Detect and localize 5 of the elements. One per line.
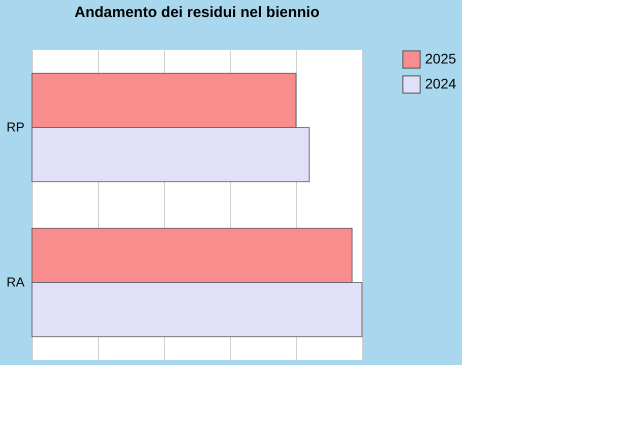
y-tick-label: RA [6, 274, 25, 290]
legend-label: 2024 [425, 76, 456, 92]
legend-label: 2025 [425, 50, 456, 66]
chart-title: Andamento dei residui nel biennio [74, 4, 320, 21]
y-tick-label: RP [6, 120, 24, 134]
